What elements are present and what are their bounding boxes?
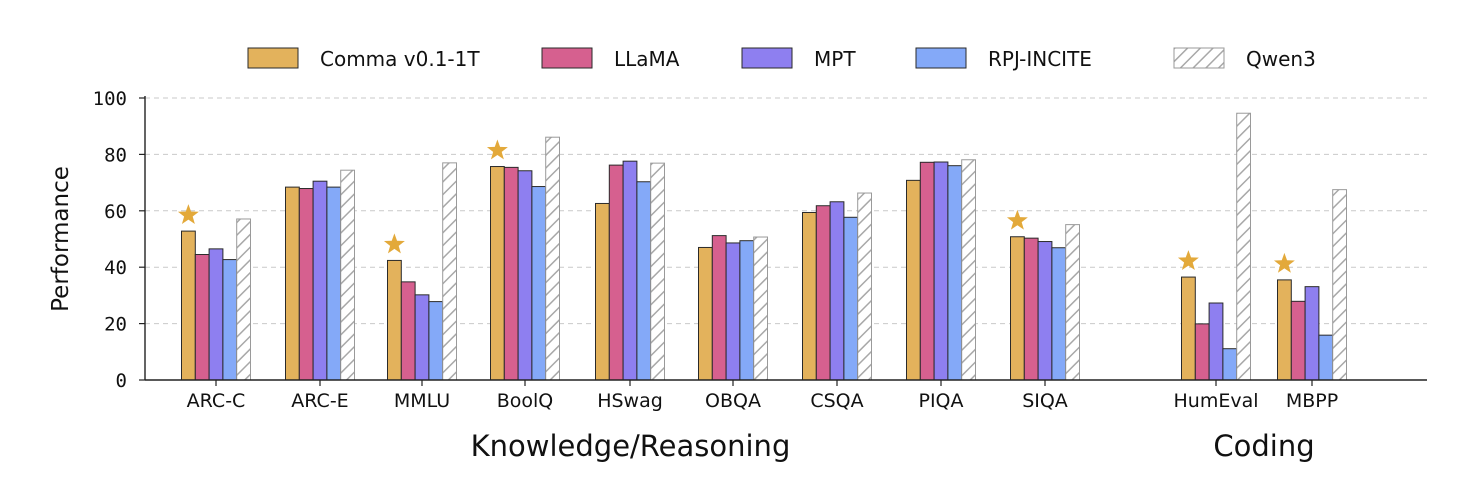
x-tick-label: MBPP bbox=[1286, 390, 1338, 412]
bar-arc-e-4 bbox=[326, 186, 342, 381]
bar-humeval-3 bbox=[1208, 302, 1224, 381]
star-icon bbox=[177, 204, 199, 224]
x-tick-label: HumEval bbox=[1173, 390, 1258, 412]
bar-mmlu-3 bbox=[414, 294, 430, 381]
bar-piqa-3 bbox=[933, 161, 949, 381]
star-icon bbox=[383, 233, 405, 254]
legend-swatch bbox=[915, 47, 967, 69]
bar-siqa-5 bbox=[1065, 224, 1080, 381]
x-tick-label: HSwag bbox=[597, 390, 663, 412]
star-icon bbox=[1177, 250, 1199, 270]
bar-csqa-1 bbox=[802, 211, 817, 381]
group-label: Coding bbox=[1213, 429, 1314, 463]
bar-obqa-1 bbox=[698, 246, 713, 381]
bar-arc-e-5 bbox=[340, 169, 356, 381]
bar-boolq-5 bbox=[545, 136, 561, 381]
bar-arc-c-1 bbox=[181, 230, 196, 381]
legend-label: MPT bbox=[814, 47, 856, 71]
star-icon bbox=[1006, 209, 1028, 230]
x-tick-label: BoolQ bbox=[497, 390, 554, 412]
bar-piqa-4 bbox=[947, 165, 963, 381]
y-tick-label: 60 bbox=[104, 201, 127, 223]
y-tick-label: 80 bbox=[104, 144, 127, 166]
bar-humeval-1 bbox=[1181, 276, 1196, 381]
x-tick-label: CSQA bbox=[810, 390, 863, 412]
bar-arc-e-3 bbox=[312, 180, 328, 381]
legend-swatch bbox=[1173, 47, 1225, 69]
bar-boolq-4 bbox=[531, 186, 547, 381]
bar-arc-e-2 bbox=[298, 188, 314, 381]
bar-obqa-4 bbox=[739, 240, 755, 381]
bar-piqa-5 bbox=[961, 159, 977, 381]
bar-hswag-1 bbox=[595, 202, 610, 381]
x-tick-label: MMLU bbox=[394, 390, 450, 412]
grid bbox=[145, 97, 1427, 325]
y-tick-label: 40 bbox=[104, 257, 127, 279]
x-tick-label: SIQA bbox=[1022, 390, 1068, 412]
bar-obqa-5 bbox=[753, 236, 769, 381]
bar-siqa-3 bbox=[1037, 241, 1053, 381]
bar-humeval-4 bbox=[1222, 348, 1238, 381]
y-axis-label: Performance bbox=[48, 166, 74, 312]
bar-hswag-5 bbox=[650, 162, 666, 381]
legend-swatch bbox=[247, 47, 299, 69]
bar-siqa-1 bbox=[1010, 236, 1025, 381]
group-label: Knowledge/Reasoning bbox=[471, 429, 791, 463]
x-tick-label: PIQA bbox=[918, 390, 963, 412]
legend-swatch bbox=[541, 47, 593, 69]
bars bbox=[177, 112, 1347, 381]
legend-label: Comma v0.1-1T bbox=[320, 47, 480, 71]
bar-obqa-2 bbox=[711, 235, 727, 381]
legend: Comma v0.1-1T LLaMA MPT RPJ-INCITE Qwen3 bbox=[247, 47, 1316, 71]
x-tick-label: ARC-C bbox=[187, 390, 246, 412]
star-icon bbox=[1273, 252, 1295, 273]
bar-siqa-4 bbox=[1051, 247, 1067, 381]
bar-arc-c-4 bbox=[222, 259, 238, 381]
bar-hswag-2 bbox=[608, 164, 624, 381]
legend-label: RPJ-INCITE bbox=[988, 47, 1092, 71]
bar-mmlu-5 bbox=[442, 162, 458, 381]
bar-mbpp-5 bbox=[1332, 189, 1347, 381]
y-tick-label: 20 bbox=[104, 314, 127, 336]
bar-mbpp-2 bbox=[1290, 300, 1306, 381]
bar-hswag-4 bbox=[636, 181, 652, 381]
bar-mmlu-1 bbox=[387, 259, 402, 381]
star-icon bbox=[486, 139, 508, 160]
bar-humeval-5 bbox=[1236, 112, 1251, 381]
bar-mbpp-4 bbox=[1318, 334, 1334, 381]
legend-swatch bbox=[741, 47, 793, 69]
bar-arc-e-1 bbox=[285, 186, 300, 381]
x-tick-label: ARC-E bbox=[291, 390, 348, 412]
bar-mmlu-2 bbox=[400, 281, 416, 381]
bar-boolq-1 bbox=[490, 166, 505, 381]
bar-humeval-2 bbox=[1194, 323, 1210, 381]
bar-boolq-3 bbox=[517, 170, 533, 381]
bar-boolq-2 bbox=[503, 166, 519, 381]
legend-label: LLaMA bbox=[614, 47, 680, 71]
bar-csqa-5 bbox=[857, 192, 873, 381]
bar-piqa-2 bbox=[919, 161, 935, 381]
bar-mmlu-4 bbox=[428, 301, 444, 381]
bar-piqa-1 bbox=[906, 179, 921, 381]
bar-arc-c-3 bbox=[208, 248, 224, 381]
y-tick-label: 0 bbox=[116, 370, 127, 392]
y-tick-label: 100 bbox=[93, 88, 127, 110]
bar-obqa-3 bbox=[725, 242, 741, 381]
bar-mbpp-3 bbox=[1304, 286, 1320, 381]
bar-csqa-2 bbox=[815, 205, 831, 381]
legend-label: Qwen3 bbox=[1246, 47, 1316, 71]
bar-csqa-4 bbox=[843, 216, 859, 381]
bar-siqa-2 bbox=[1023, 237, 1039, 381]
bar-arc-c-5 bbox=[236, 218, 251, 381]
bar-csqa-3 bbox=[829, 201, 845, 381]
axes: 0 20 40 60 80 100 ARC-C ARC-E MMLU BoolQ HSwag OBQA… bbox=[93, 88, 1427, 463]
bar-arc-c-2 bbox=[194, 254, 210, 381]
bar-hswag-3 bbox=[622, 160, 638, 381]
bar-mbpp-1 bbox=[1277, 279, 1292, 381]
x-tick-label: OBQA bbox=[705, 390, 761, 412]
